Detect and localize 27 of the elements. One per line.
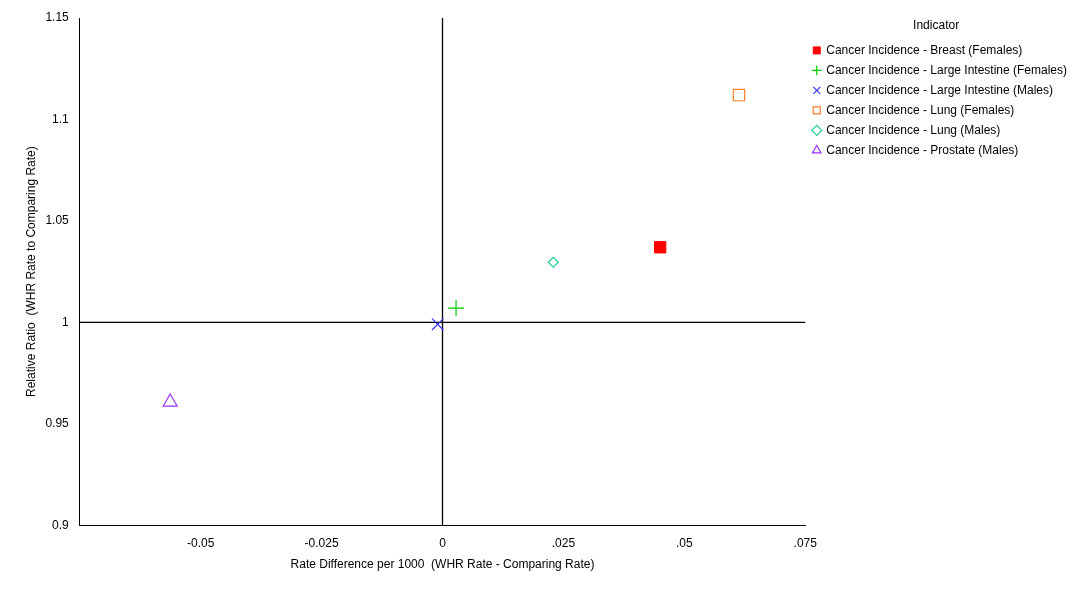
y-tick-label: 0.95 — [45, 416, 70, 431]
x-tick-label: -0.05 — [186, 535, 215, 550]
x-tick-label: .05 — [675, 535, 693, 550]
point — [162, 393, 178, 407]
legend-label: Cancer Incidence - Large Intestine (Females) — [826, 62, 1068, 77]
legend-label: Cancer Incidence - Lung (Males) — [826, 122, 1001, 137]
legend-label: Cancer Incidence - Large Intestine (Males) — [826, 82, 1054, 97]
point — [653, 241, 667, 254]
x-tick-label: -0.025 — [304, 535, 339, 550]
x-tick-label: .075 — [793, 535, 818, 550]
y-tick-label: 1 — [62, 314, 70, 329]
point — [447, 299, 465, 317]
point — [547, 256, 559, 268]
legend-title: Indicator — [913, 18, 960, 33]
x-axis-title: Rate Difference per 1000 (WHR Rate - Comparing Rate) — [290, 557, 595, 572]
y-axis-title: Relative Ratio (WHR Rate to Comparing Rate) — [23, 146, 38, 397]
y-tick-label: 0.9 — [52, 517, 70, 532]
x-tick-label: .025 — [551, 535, 576, 550]
y-tick-label: 1.15 — [45, 10, 70, 25]
y-tick-label: 1.1 — [52, 111, 70, 126]
y-tick-label: 1.05 — [45, 213, 70, 228]
legend-label: Cancer Incidence - Prostate (Males) — [826, 142, 1019, 157]
point — [431, 318, 444, 331]
legend-label: Cancer Incidence - Breast (Females) — [826, 42, 1023, 57]
point — [732, 88, 746, 102]
x-tick-label: 0 — [439, 535, 447, 550]
legend-label: Cancer Incidence - Lung (Females) — [826, 102, 1015, 117]
